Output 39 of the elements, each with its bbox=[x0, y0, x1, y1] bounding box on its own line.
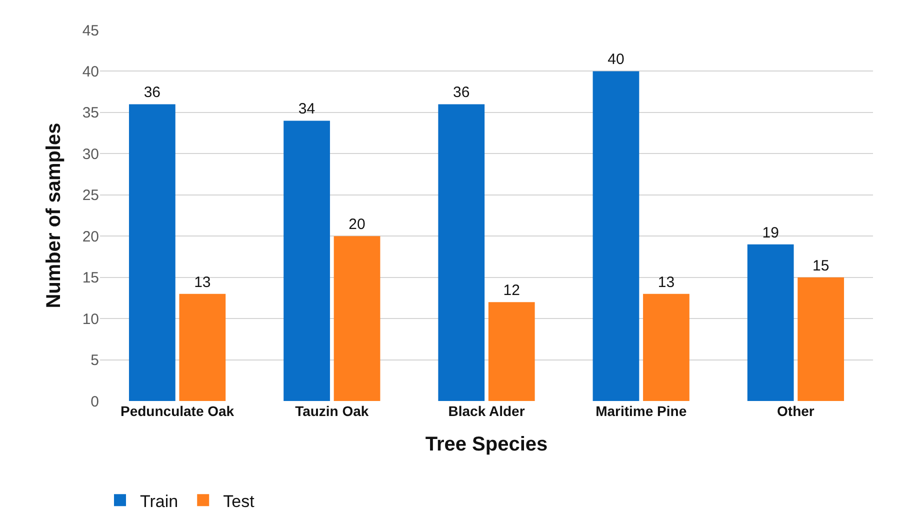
x-tick-label: Tauzin Oak bbox=[295, 403, 369, 419]
legend-label: Test bbox=[223, 492, 255, 511]
x-tick-label: Maritime Pine bbox=[596, 403, 687, 419]
y-tick-label: 5 bbox=[90, 352, 99, 370]
y-tick-label: 0 bbox=[90, 393, 99, 410]
y-tick-label: 15 bbox=[82, 270, 99, 287]
y-tick-label: 40 bbox=[82, 63, 99, 80]
bar bbox=[128, 104, 176, 401]
data-label: 34 bbox=[298, 100, 316, 118]
x-tick-label: Other bbox=[777, 403, 815, 419]
bar bbox=[643, 294, 690, 401]
data-label: 15 bbox=[812, 257, 830, 274]
x-tick-label: Black Alder bbox=[448, 403, 526, 419]
bar bbox=[592, 71, 640, 401]
data-label: 36 bbox=[453, 84, 470, 102]
bar bbox=[747, 244, 794, 401]
bar bbox=[488, 302, 535, 401]
data-label: 12 bbox=[503, 282, 520, 300]
data-label: 13 bbox=[194, 274, 211, 291]
y-tick-label: 20 bbox=[82, 228, 99, 246]
data-label: 36 bbox=[144, 84, 161, 102]
data-label: 19 bbox=[762, 224, 779, 242]
bar bbox=[438, 104, 485, 401]
y-tick-label: 45 bbox=[82, 22, 99, 40]
data-label: 13 bbox=[658, 274, 675, 291]
data-label: 40 bbox=[608, 51, 624, 68]
bar bbox=[179, 294, 226, 401]
data-label: 20 bbox=[348, 216, 366, 234]
bar bbox=[284, 120, 330, 401]
x-axis-title: Tree Species bbox=[425, 434, 548, 456]
bar bbox=[334, 236, 380, 401]
y-tick-label: 35 bbox=[82, 104, 99, 122]
y-tick-label: 10 bbox=[82, 310, 99, 328]
y-tick-label: 25 bbox=[82, 187, 99, 204]
y-axis-title: Number of samples bbox=[42, 122, 65, 308]
y-tick-label: 30 bbox=[82, 146, 99, 163]
legend-label: Train bbox=[140, 492, 178, 511]
x-tick-label: Pedunculate Oak bbox=[120, 403, 234, 419]
bar bbox=[798, 277, 844, 401]
